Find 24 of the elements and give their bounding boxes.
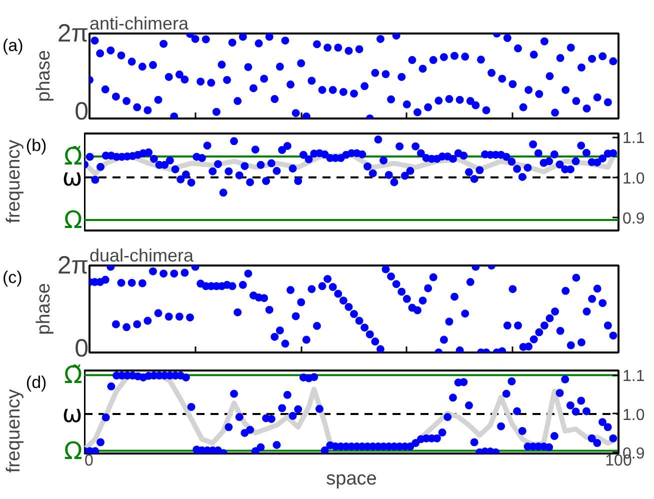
y-tick-label: 0: [74, 334, 88, 362]
text: (a): [2, 36, 24, 55]
y-axis-title: frequency: [4, 388, 24, 473]
text: (c): [2, 268, 22, 287]
y2-tick-label: 1.0: [622, 406, 645, 424]
y2-tick-label: 1.1: [622, 368, 645, 386]
y-tick-label: 2π: [57, 20, 89, 48]
ref-line-label: ω: [62, 400, 82, 428]
y-axis-title: phase: [33, 50, 54, 102]
y2-tick-label: 1.0: [622, 170, 645, 188]
y-tick-label: 0: [74, 98, 88, 126]
y2-tick-label: 0.9: [622, 210, 645, 228]
ref-line-label: Ω: [64, 206, 82, 234]
x-axis-title: space: [326, 468, 377, 490]
text: (d): [26, 373, 47, 392]
y-axis-title: frequency: [4, 139, 24, 224]
y-axis-title: phase: [33, 283, 54, 335]
ref-line-label: Ω̃: [64, 361, 82, 390]
text: (b): [26, 136, 47, 155]
ref-line-label: Ω: [64, 436, 82, 465]
y2-tick-label: 1.1: [622, 130, 645, 148]
y-tick-label: 2π: [57, 252, 89, 280]
chart-title: anti-chimera: [90, 14, 190, 34]
chart-title: dual-chimera: [90, 246, 195, 266]
